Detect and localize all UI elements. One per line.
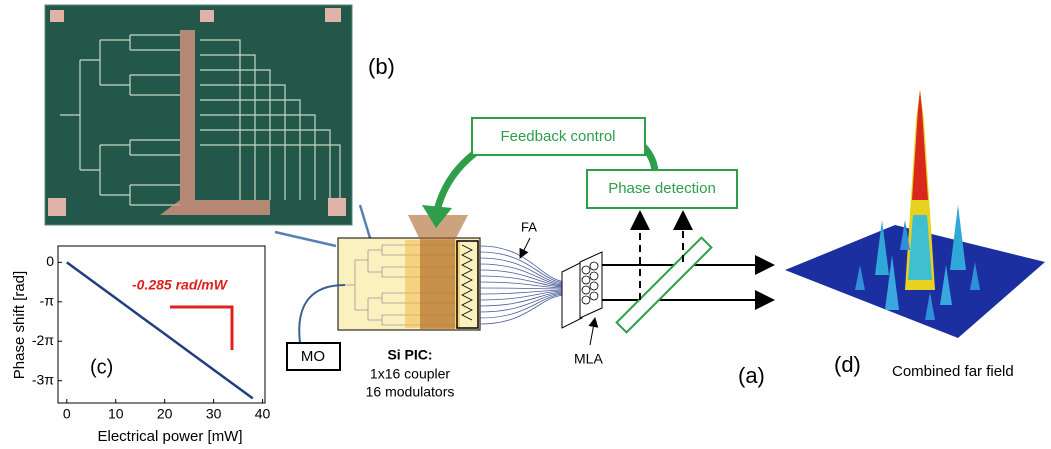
x-tick-label: 40 <box>255 406 271 422</box>
mla-plate <box>561 261 583 329</box>
plot: 0 10 20 30 40 0 -π -2π -3π <box>32 253 271 422</box>
heater-beam <box>408 215 468 330</box>
y-tick-label: -3π <box>32 371 54 387</box>
phase-curve <box>66 261 254 400</box>
x-tick-label: 0 <box>63 406 71 422</box>
feedback-box <box>471 117 646 156</box>
arrow <box>519 237 531 259</box>
x-tick-label: 20 <box>157 406 173 422</box>
far-field-peaks <box>855 90 980 320</box>
panel-label: (b) <box>368 54 395 79</box>
lenses <box>581 261 599 305</box>
mo-label: MO <box>301 348 325 365</box>
chip-photo <box>44 4 353 226</box>
zoom-line <box>274 230 337 248</box>
phase-box <box>586 169 738 209</box>
phase-label: Phase detection <box>608 180 716 197</box>
mo-box <box>286 342 341 371</box>
zoom-line <box>358 204 372 239</box>
arrow <box>588 317 599 346</box>
plot-frame <box>57 245 266 404</box>
panel-label: (a) <box>738 363 765 388</box>
pic-line: 1x16 coupler <box>370 366 451 382</box>
y-tick-label: -π <box>40 292 55 308</box>
feedback-arrowhead <box>422 205 452 228</box>
y-axis-label: Phase shift [rad] <box>11 271 28 379</box>
pic-title: Si PIC: <box>387 347 432 363</box>
y-tick-label: -2π <box>32 332 54 348</box>
feedback-label: Feedback control <box>500 128 615 145</box>
slope-annotation: -0.285 rad/mW <box>132 277 229 293</box>
mla-label: MLA <box>574 351 603 367</box>
mla-plate <box>579 251 603 319</box>
output-array <box>456 240 479 329</box>
pic-line: 16 modulators <box>366 384 455 400</box>
panel-label: (d) <box>834 352 861 377</box>
fibers <box>479 245 567 325</box>
panel-label: (c) <box>90 356 113 378</box>
mo-fiber <box>298 284 346 344</box>
far-field-label: Combined far field <box>892 363 1014 380</box>
y-tick-label: 0 <box>46 253 54 269</box>
x-tick-label: 30 <box>206 406 222 422</box>
beam-splitter <box>615 236 713 334</box>
slope-marker <box>170 305 234 350</box>
x-tick-label: 10 <box>108 406 124 422</box>
x-axis-label: Electrical power [mW] <box>97 428 242 445</box>
fa-label: FA <box>521 219 537 234</box>
gratings <box>461 244 473 321</box>
